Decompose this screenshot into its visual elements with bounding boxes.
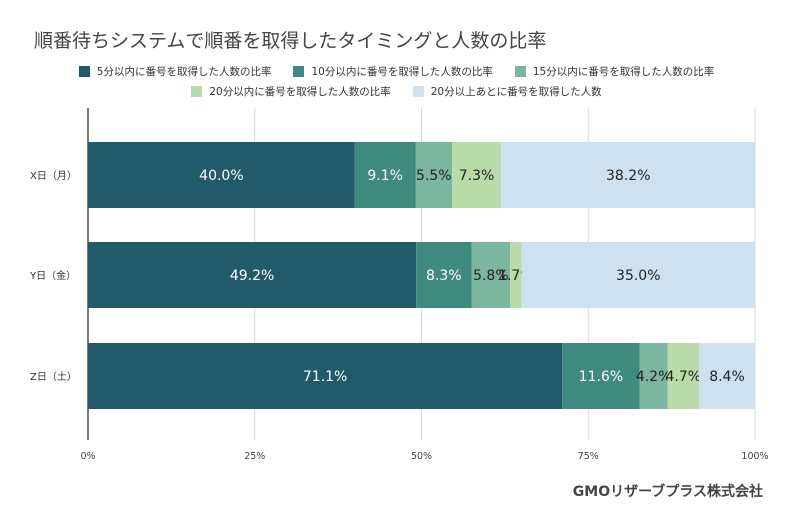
y-category-label-2: Z日（土） <box>30 370 77 383</box>
legend: 5分以内に番号を取得した人数の比率 10分以内に番号を取得した人数の比率 15分… <box>0 64 793 104</box>
legend-swatch-20min <box>191 86 203 97</box>
data-label-2-0: 71.1% <box>303 369 347 385</box>
x-tick-label-4: 100% <box>741 451 768 462</box>
bar-0-2 <box>415 142 453 208</box>
legend-label-10min: 10分以内に番号を取得した人数の比率 <box>311 66 493 78</box>
x-tick-label-0: 0% <box>80 451 95 462</box>
x-tick-label-2: 50% <box>411 451 432 462</box>
bar-1-4 <box>521 242 755 308</box>
bar-0-3 <box>452 142 501 208</box>
data-label-0-0: 40.0% <box>199 168 243 184</box>
data-label-0-3: 7.3% <box>459 168 495 184</box>
footer-brand: GMOリザーブプラス株式会社 <box>572 484 763 500</box>
legend-swatch-10min <box>293 66 305 77</box>
legend-item-5min: 5分以内に番号を取得した人数の比率 <box>78 64 272 79</box>
legend-item-15min: 15分以内に番号を取得した人数の比率 <box>514 64 715 79</box>
legend-swatch-15min <box>514 66 526 77</box>
x-tick-label-1: 25% <box>244 451 265 462</box>
data-label-1-2: 5.8% <box>473 268 509 284</box>
data-label-0-2: 5.5% <box>416 168 452 184</box>
data-label-2-1: 11.6% <box>579 369 623 385</box>
legend-label-5min: 5分以内に番号を取得した人数の比率 <box>96 66 272 78</box>
data-label-0-4: 38.2% <box>606 168 650 184</box>
data-label-2-3: 4.7% <box>666 369 702 385</box>
legend-swatch-5min <box>78 66 90 77</box>
legend-label-20min: 20分以内に番号を取得した人数の比率 <box>209 86 391 98</box>
legend-label-15min: 15分以内に番号を取得した人数の比率 <box>532 66 715 78</box>
y-category-label-0: X日（月） <box>30 170 77 182</box>
legend-row-1: 5分以内に番号を取得した人数の比率 10分以内に番号を取得した人数の比率 15分… <box>0 64 793 79</box>
bar-0-4 <box>500 142 756 208</box>
bar-2-1 <box>562 343 640 409</box>
stacked-bar-chart: 0% 25% 50% 75% 100% X日（月） 40.0% 9.1% 5.5% 7.3% 38.… <box>29 108 769 462</box>
bar-1-2 <box>471 242 511 308</box>
bar-2-3 <box>667 343 699 409</box>
bar-0-0 <box>88 142 355 208</box>
bar-2-4 <box>698 343 755 409</box>
y-category-label-1: Y日（金） <box>29 269 76 282</box>
bar-1-1 <box>416 242 472 308</box>
bar-1-3 <box>510 242 522 308</box>
legend-label-over20min: 20分以上あとに番号を取得した人数 <box>430 86 602 98</box>
data-label-1-0: 49.2% <box>230 268 274 284</box>
legend-swatch-over20min <box>412 86 424 97</box>
legend-item-20min: 20分以内に番号を取得した人数の比率 <box>191 84 391 99</box>
data-label-2-4: 8.4% <box>709 369 745 385</box>
data-label-1-1: 8.3% <box>426 268 462 284</box>
bar-1-0 <box>88 242 417 308</box>
data-label-0-1: 9.1% <box>367 168 403 184</box>
bar-0-1 <box>354 142 416 208</box>
bar-2-0 <box>88 343 563 409</box>
data-label-2-2: 4.2% <box>636 369 672 385</box>
bar-2-2 <box>639 343 668 409</box>
legend-row-2: 20分以内に番号を取得した人数の比率 20分以上あとに番号を取得した人数 <box>0 84 793 99</box>
legend-item-over20min: 20分以上あとに番号を取得した人数 <box>412 84 602 99</box>
data-label-1-4: 35.0% <box>616 268 660 284</box>
legend-item-10min: 10分以内に番号を取得した人数の比率 <box>293 64 493 79</box>
x-tick-label-3: 75% <box>578 451 599 462</box>
chart-title: 順番待ちシステムで順番を取得したタイミングと人数の比率 <box>34 30 547 52</box>
